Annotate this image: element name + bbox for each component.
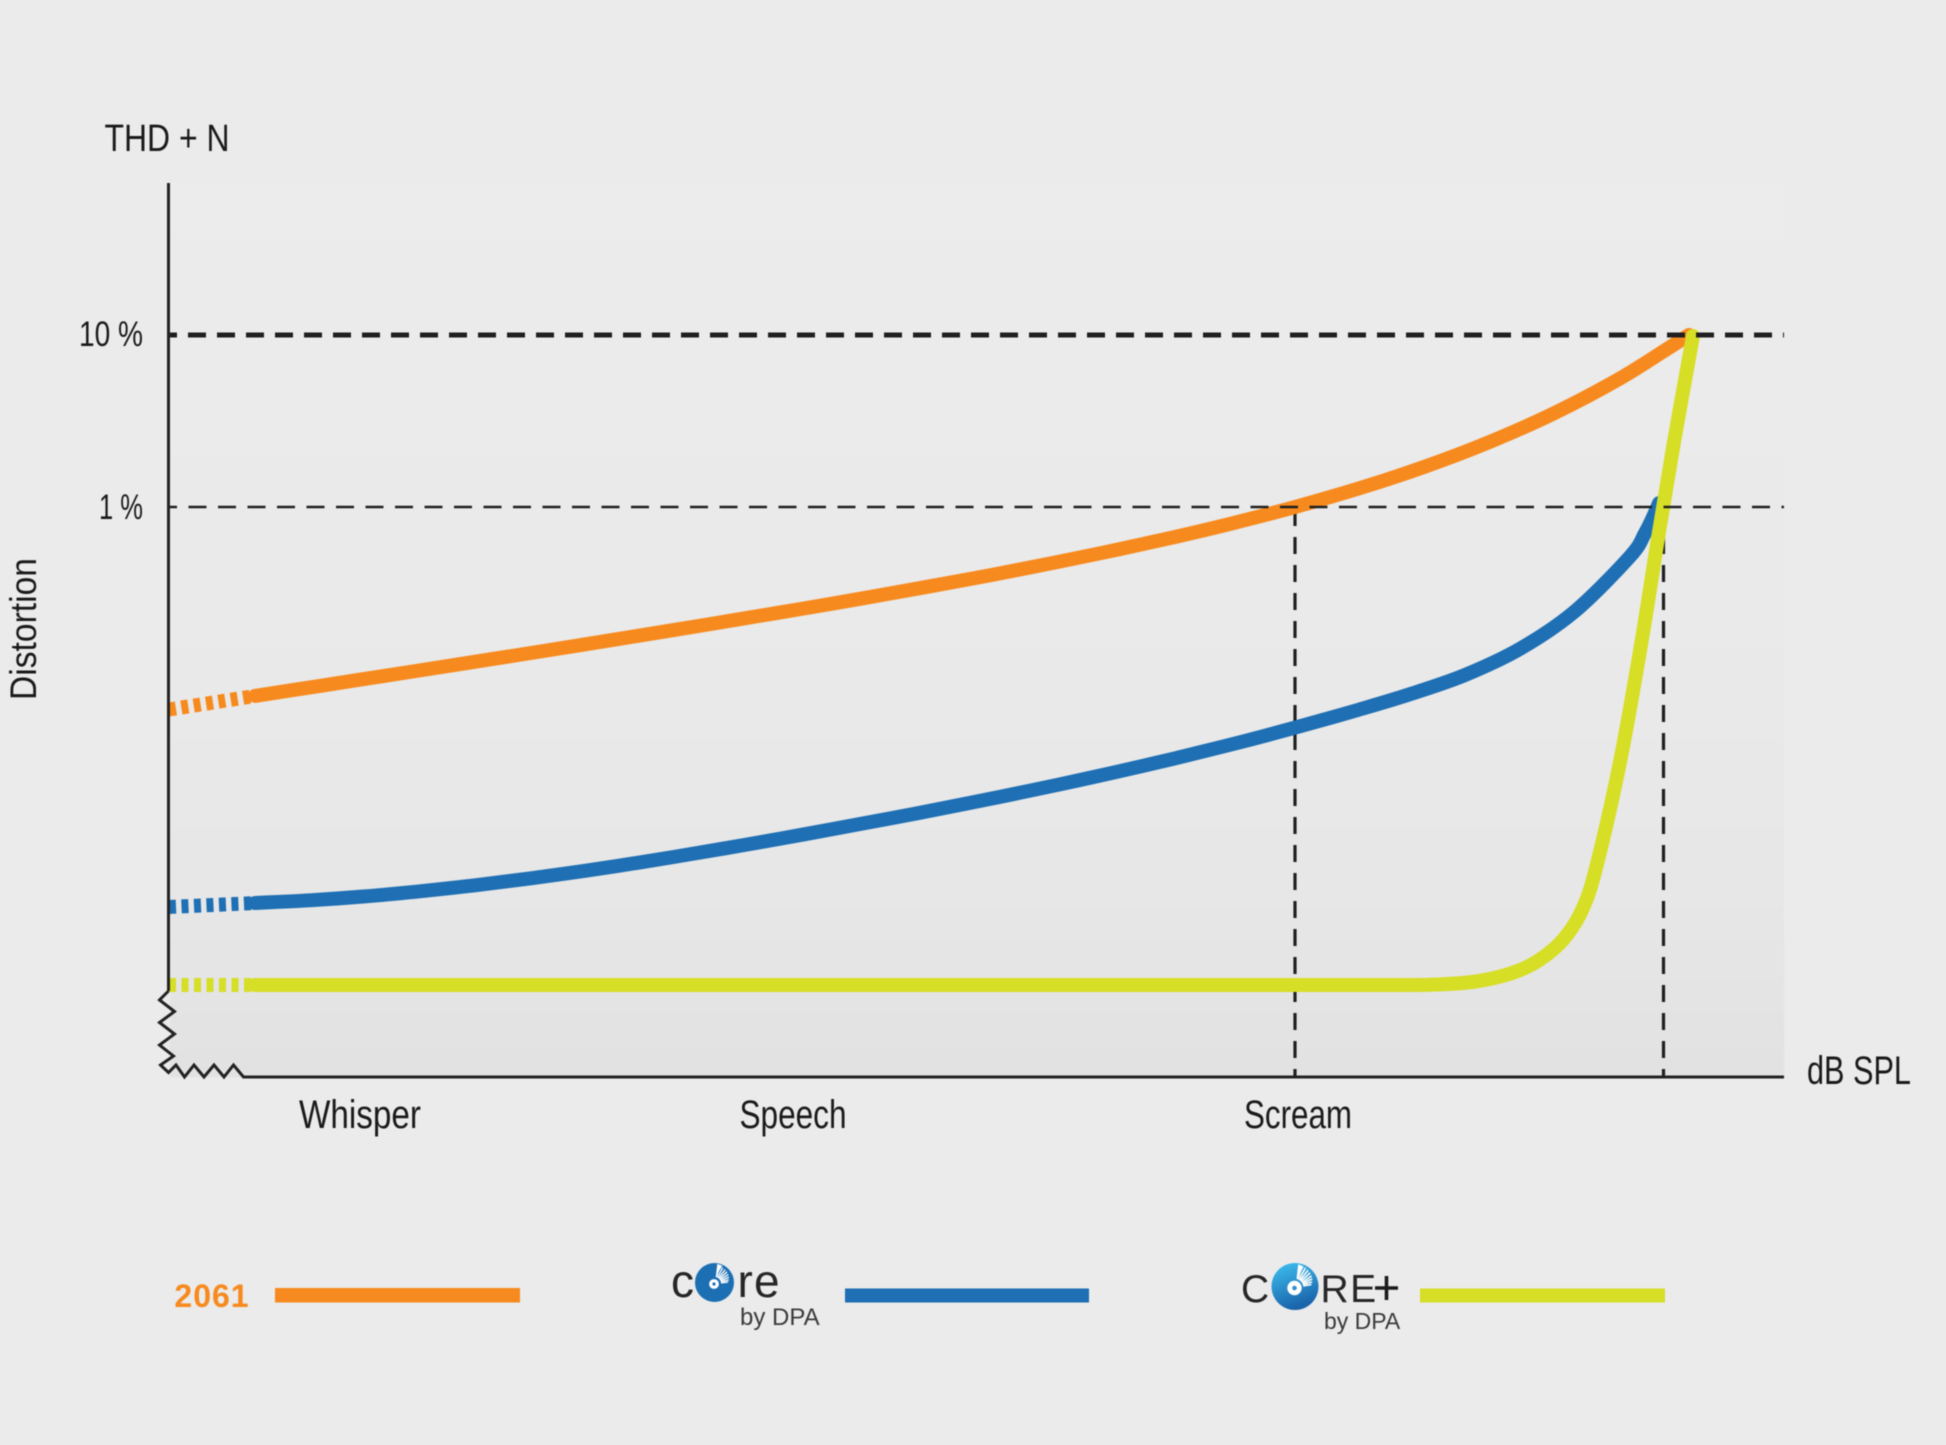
svg-text:Whisper: Whisper [299, 1093, 421, 1137]
svg-text:1 %: 1 % [99, 488, 143, 527]
svg-text:THD + N: THD + N [105, 118, 230, 160]
svg-text:RE: RE [1321, 1268, 1378, 1311]
svg-text:C: C [1241, 1268, 1269, 1311]
svg-text:dB SPL: dB SPL [1807, 1049, 1911, 1093]
svg-text:by DPA: by DPA [740, 1304, 820, 1331]
svg-text:Scream: Scream [1244, 1093, 1352, 1137]
svg-text:c: c [671, 1255, 694, 1307]
svg-text:Speech: Speech [740, 1093, 847, 1137]
svg-text:10 %: 10 % [79, 315, 143, 354]
svg-text:Distortion: Distortion [3, 558, 44, 700]
svg-text:2061: 2061 [174, 1278, 249, 1314]
svg-text:by DPA: by DPA [1324, 1308, 1401, 1334]
svg-text:re: re [738, 1255, 781, 1307]
